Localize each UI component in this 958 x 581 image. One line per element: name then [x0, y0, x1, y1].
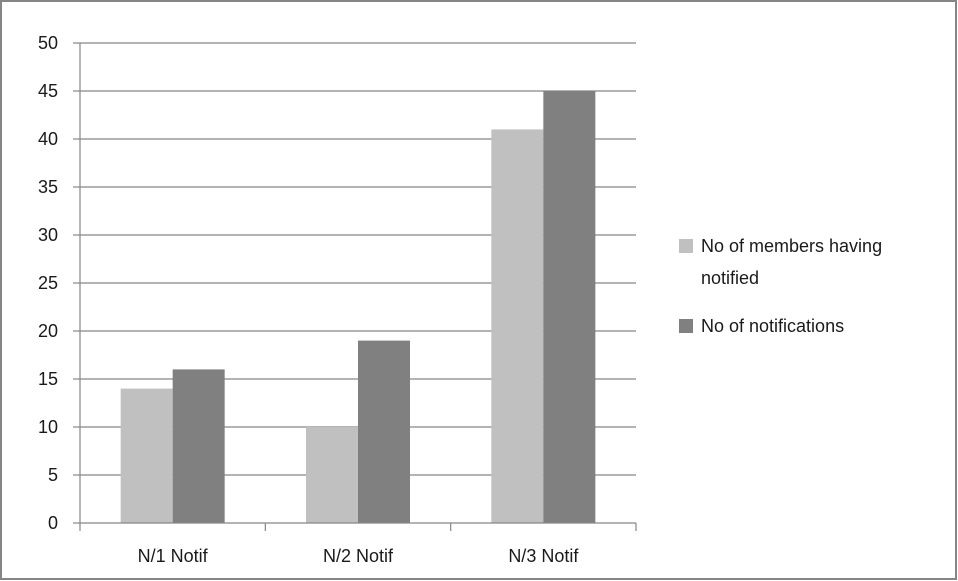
bar-2-2 — [358, 340, 410, 523]
y-tick-label-30: 30 — [38, 225, 58, 245]
y-tick-label-45: 45 — [38, 81, 58, 101]
bar-2-1 — [172, 369, 225, 523]
y-tick-label-0: 0 — [48, 513, 58, 533]
bars — [120, 91, 596, 523]
y-tick-labels: 0 5 10 15 20 25 30 35 40 45 50 — [38, 33, 58, 533]
y-tick-label-50: 50 — [38, 33, 58, 53]
y-tick-label-35: 35 — [38, 177, 58, 197]
x-tick-label-2: N/2 Notif — [323, 546, 394, 566]
legend-label-1: No of members having notified — [701, 236, 882, 288]
legend-entry-1: No of members having notified — [679, 236, 882, 288]
y-tick-label-25: 25 — [38, 273, 58, 293]
bar-2-3 — [543, 91, 596, 523]
bar-1-1 — [120, 388, 173, 523]
bar-1-2 — [306, 427, 358, 523]
y-tick-label-40: 40 — [38, 129, 58, 149]
legend-label-2: No of notifications — [701, 316, 844, 336]
y-tick-label-20: 20 — [38, 321, 58, 341]
x-tick-label-3: N/3 Notif — [508, 546, 579, 566]
legend-entry-2: No of notifications — [679, 316, 844, 336]
y-tick-label-10: 10 — [38, 417, 58, 437]
y-tick-label-5: 5 — [48, 465, 58, 485]
legend-swatch-1 — [679, 239, 693, 253]
bar-1-3 — [491, 129, 544, 523]
legend: No of members having notified No of notifi… — [679, 236, 882, 336]
legend-swatch-2 — [679, 319, 693, 333]
x-tick-labels: N/1 Notif N/2 Notif N/3 Notif — [138, 546, 580, 566]
axes — [73, 42, 637, 531]
x-tick-label-1: N/1 Notif — [138, 546, 209, 566]
y-tick-label-15: 15 — [38, 369, 58, 389]
